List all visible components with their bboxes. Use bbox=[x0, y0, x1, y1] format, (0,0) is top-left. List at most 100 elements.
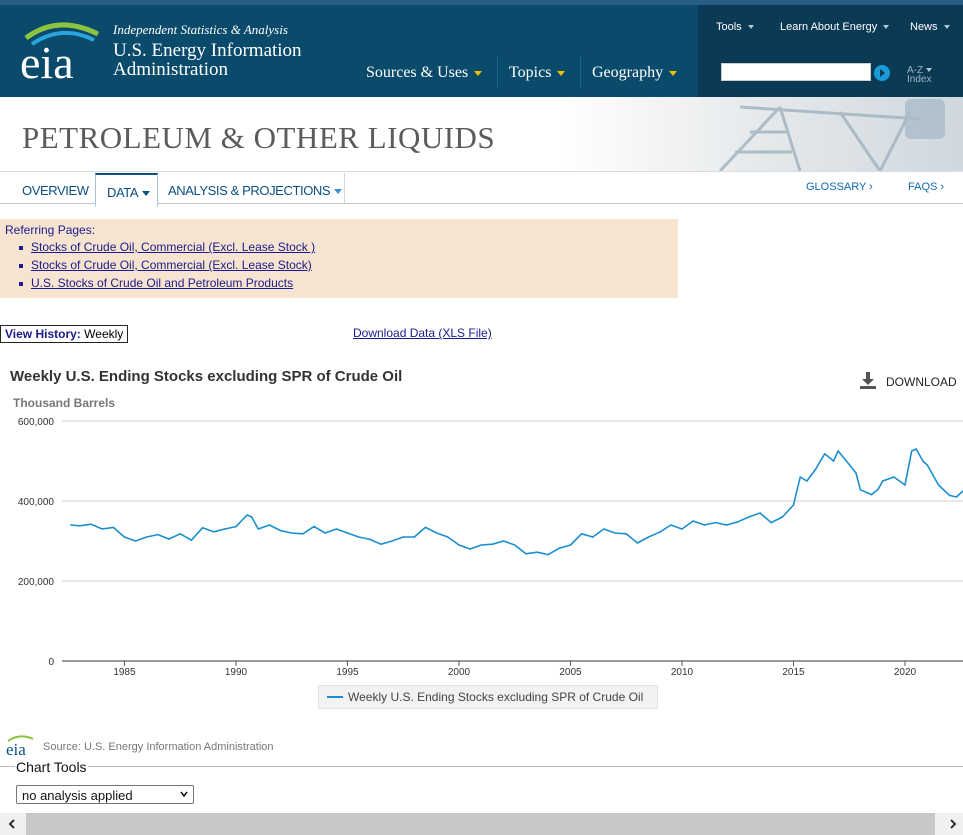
tab-analysis-label: ANALYSIS & PROJECTIONS bbox=[168, 183, 331, 198]
data-point bbox=[681, 528, 683, 530]
view-history-label: View History: bbox=[5, 327, 81, 341]
data-point bbox=[910, 450, 913, 452]
chart-tools-fieldset bbox=[0, 766, 963, 814]
org-name-line1: U.S. Energy Information bbox=[113, 40, 302, 61]
topnav-news[interactable]: News bbox=[910, 21, 950, 33]
data-point bbox=[447, 536, 449, 538]
data-point bbox=[212, 531, 215, 533]
data-point bbox=[806, 480, 808, 482]
data-point bbox=[502, 540, 505, 542]
referring-link[interactable]: U.S. Stocks of Crude Oil and Petroleum P… bbox=[31, 276, 294, 290]
nav-sources-uses[interactable]: Sources & Uses bbox=[366, 64, 483, 82]
data-point bbox=[881, 480, 884, 482]
data-point bbox=[877, 488, 880, 490]
nav-topics-label: Topics bbox=[509, 64, 552, 81]
nav-divider bbox=[497, 56, 498, 88]
tab-data-label: DATA bbox=[107, 185, 139, 200]
chevron-down-icon bbox=[926, 68, 933, 73]
data-point bbox=[70, 524, 72, 526]
x-tick-label: 2000 bbox=[448, 667, 471, 678]
chart-download-button[interactable]: DOWNLOAD bbox=[886, 375, 957, 389]
data-point bbox=[491, 543, 494, 545]
tab-overview[interactable]: OVERVIEW bbox=[22, 183, 89, 198]
data-point bbox=[250, 516, 253, 518]
tab-divider bbox=[344, 173, 345, 203]
data-point bbox=[536, 551, 538, 553]
eia-logo[interactable]: eia bbox=[18, 18, 104, 84]
data-point bbox=[625, 533, 627, 535]
faqs-link[interactable]: FAQS › bbox=[908, 181, 945, 193]
chevron-down-icon bbox=[669, 70, 678, 76]
tab-analysis-projections[interactable]: ANALYSIS & PROJECTIONS bbox=[168, 183, 343, 198]
data-point bbox=[770, 521, 772, 524]
data-point bbox=[302, 533, 304, 535]
view-history[interactable]: View History: Weekly bbox=[0, 325, 129, 343]
data-point bbox=[855, 472, 857, 474]
org-wordmark[interactable]: Independent Statistics & Analysis U.S. E… bbox=[113, 22, 302, 79]
scroll-right-arrow-icon[interactable] bbox=[948, 819, 958, 829]
data-point bbox=[157, 533, 159, 536]
x-tick-label: 2015 bbox=[782, 667, 805, 678]
chart-units-label: Thousand Barrels bbox=[13, 396, 116, 410]
data-point bbox=[469, 548, 471, 550]
y-tick-label: 400,000 bbox=[18, 497, 55, 508]
section-tabs bbox=[0, 172, 963, 204]
data-point bbox=[123, 536, 126, 538]
download-xls-link[interactable]: Download Data (XLS File) bbox=[353, 326, 492, 340]
data-point bbox=[480, 544, 483, 546]
data-point bbox=[90, 523, 92, 525]
scrollbar-thumb[interactable] bbox=[26, 813, 935, 835]
y-tick-label: 200,000 bbox=[18, 577, 55, 588]
chevron-down-icon bbox=[943, 25, 950, 30]
chevron-down-icon bbox=[334, 189, 343, 195]
data-point bbox=[922, 460, 924, 462]
chevron-down-icon bbox=[557, 70, 566, 76]
data-point bbox=[458, 544, 460, 546]
search-input[interactable] bbox=[721, 63, 871, 81]
chevron-down-icon bbox=[142, 191, 151, 197]
data-point bbox=[190, 539, 193, 541]
data-point bbox=[614, 532, 616, 534]
data-point bbox=[569, 544, 572, 546]
az-index-link[interactable]: A-Z Index bbox=[907, 66, 933, 85]
source-credit: Source: U.S. Energy Information Administ… bbox=[43, 741, 274, 753]
referring-link[interactable]: Stocks of Crude Oil, Commercial (Excl. L… bbox=[31, 240, 316, 254]
data-point bbox=[792, 504, 795, 506]
referring-link[interactable]: Stocks of Crude Oil, Commercial (Excl. L… bbox=[31, 258, 312, 272]
analysis-select[interactable]: no analysis applied bbox=[16, 785, 194, 804]
glossary-link[interactable]: GLOSSARY › bbox=[806, 181, 873, 193]
view-history-value: Weekly bbox=[84, 327, 124, 341]
data-point bbox=[547, 553, 549, 556]
nav-topics[interactable]: Topics bbox=[509, 64, 566, 82]
org-name-line2: Administration bbox=[113, 59, 229, 80]
download-icon[interactable] bbox=[859, 371, 877, 389]
data-point bbox=[268, 524, 271, 526]
chart-tools-legend: Chart Tools bbox=[15, 759, 88, 775]
data-point bbox=[380, 543, 382, 545]
data-point bbox=[647, 536, 650, 538]
search-submit-button[interactable] bbox=[874, 65, 890, 81]
oil-pump-illustration bbox=[718, 99, 945, 171]
data-point bbox=[168, 538, 170, 540]
data-point bbox=[670, 524, 672, 526]
data-point bbox=[369, 538, 371, 541]
tab-data[interactable]: DATA bbox=[107, 185, 151, 200]
data-point bbox=[179, 533, 181, 535]
data-point bbox=[279, 529, 282, 532]
nav-geography[interactable]: Geography bbox=[592, 64, 678, 82]
nav-geography-label: Geography bbox=[592, 64, 664, 81]
data-point bbox=[246, 514, 248, 516]
scroll-left-arrow-icon[interactable] bbox=[7, 819, 17, 829]
data-point bbox=[257, 528, 260, 530]
topnav-learn[interactable]: Learn About Energy bbox=[780, 21, 890, 33]
chart-legend[interactable]: Weekly U.S. Ending Stocks excluding SPR … bbox=[318, 685, 658, 709]
data-point bbox=[101, 528, 103, 530]
eia-source-logo: eia bbox=[6, 735, 34, 757]
topnav-tools[interactable]: Tools bbox=[716, 21, 754, 33]
stocks-line-chart: 0 200,000 400,000 600,000 1985 1990 1995 2000 20… bbox=[18, 417, 963, 678]
data-point bbox=[391, 540, 393, 542]
data-point bbox=[402, 536, 405, 538]
chart-title: Weekly U.S. Ending Stocks excluding SPR … bbox=[10, 368, 403, 385]
x-tick-label: 1990 bbox=[225, 667, 248, 678]
chevron-down-icon bbox=[883, 25, 890, 30]
